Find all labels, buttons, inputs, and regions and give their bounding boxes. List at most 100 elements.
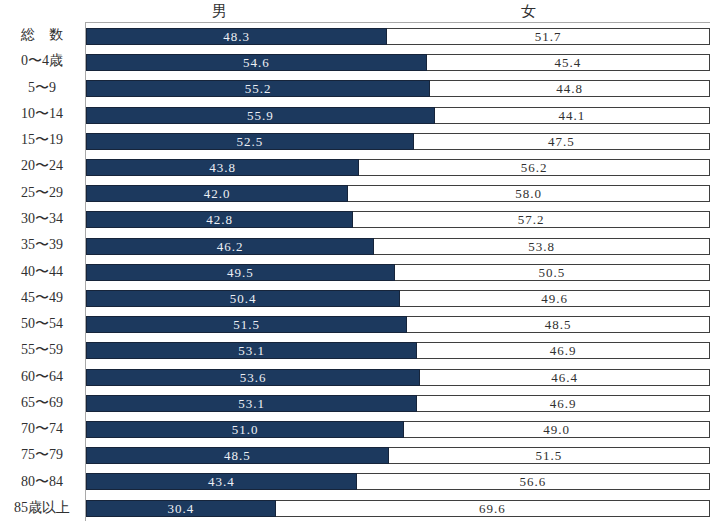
age-row: 54.6 45.4	[86, 49, 710, 75]
age-row: 50.4 49.6	[86, 285, 710, 311]
age-label: 75〜79	[0, 442, 84, 468]
age-label: 55〜59	[0, 337, 84, 363]
age-row: 48.351.7	[86, 23, 710, 49]
age-label-column: 総 数0〜4歳5〜910〜1415〜1920〜2425〜2930〜3435〜39…	[0, 22, 84, 521]
male-bar-segment: 42.8	[86, 211, 353, 228]
bar-track: 42.0 58.0	[86, 185, 710, 202]
female-bar-segment: 46.9	[417, 342, 710, 359]
age-label: 40〜44	[0, 258, 84, 284]
column-header-male: 男	[212, 2, 227, 20]
male-bar-segment: 51.5	[86, 316, 407, 333]
age-label: 60〜64	[0, 363, 84, 389]
male-bar-segment: 48.3	[86, 28, 387, 45]
male-value-label: 53.1	[238, 396, 265, 411]
male-bar-segment: 53.1	[86, 395, 417, 412]
age-label: 70〜74	[0, 416, 84, 442]
female-bar-segment: 44.8	[430, 80, 710, 97]
female-value-label: 46.9	[550, 396, 577, 411]
age-label: 30〜34	[0, 206, 84, 232]
male-bar-segment: 30.4	[86, 500, 276, 517]
male-value-label: 52.5	[236, 134, 263, 149]
age-label: 15〜19	[0, 127, 84, 153]
age-row: 53.6 46.4	[86, 364, 710, 390]
male-bar-segment: 54.6	[86, 54, 427, 71]
age-label: 80〜84	[0, 469, 84, 495]
female-value-label: 46.4	[551, 370, 578, 385]
male-bar-segment: 53.6	[86, 369, 420, 386]
bar-track: 52.5 47.5	[86, 133, 710, 150]
male-value-label: 42.0	[204, 186, 231, 201]
female-bar-segment: 49.6	[400, 290, 710, 307]
female-bar-segment: 51.7	[387, 28, 710, 45]
female-bar-segment: 48.5	[407, 316, 710, 333]
bar-track: 55.9 44.1	[86, 107, 710, 124]
age-row: 55.9 44.1	[86, 102, 710, 128]
bar-track: 49.550.5	[86, 264, 710, 281]
female-value-label: 44.8	[556, 81, 583, 96]
age-label: 45〜49	[0, 285, 84, 311]
female-bar-segment: 45.4	[427, 54, 710, 71]
age-label: 50〜54	[0, 311, 84, 337]
age-row: 53.1 46.9	[86, 337, 710, 363]
age-label: 85歳以上	[0, 495, 84, 521]
age-label: 10〜14	[0, 101, 84, 127]
female-value-label: 46.9	[550, 343, 577, 358]
male-bar-segment: 42.0	[86, 185, 348, 202]
female-bar-segment: 47.5	[414, 133, 710, 150]
female-value-label: 56.6	[520, 474, 547, 489]
male-bar-segment: 43.8	[86, 159, 359, 176]
male-value-label: 30.4	[167, 501, 194, 516]
female-bar-segment: 44.1	[435, 107, 710, 124]
male-value-label: 42.8	[206, 212, 233, 227]
male-bar-segment: 55.9	[86, 107, 435, 124]
male-value-label: 51.5	[233, 317, 260, 332]
male-value-label: 50.4	[230, 291, 257, 306]
female-value-label: 58.0	[515, 186, 542, 201]
male-value-label: 46.2	[217, 239, 244, 254]
age-row: 43.856.2	[86, 154, 710, 180]
male-bar-segment: 52.5	[86, 133, 414, 150]
bar-track: 42.8 57.2	[86, 211, 710, 228]
female-bar-segment: 58.0	[348, 185, 710, 202]
bar-track: 51.0 49.0	[86, 421, 710, 438]
plot-area: 48.351.7 54.6 45.4 55.2 44.8 55.9 44.1 52.5 47.5…	[85, 22, 710, 521]
age-label: 総 数	[0, 22, 84, 48]
male-bar-segment: 50.4	[86, 290, 400, 307]
male-value-label: 54.6	[243, 55, 270, 70]
male-bar-segment: 53.1	[86, 342, 417, 359]
female-bar-segment: 50.5	[395, 264, 710, 281]
bar-track: 46.253.8	[86, 238, 710, 255]
male-value-label: 53.6	[240, 370, 267, 385]
age-label: 25〜29	[0, 180, 84, 206]
female-value-label: 47.5	[548, 134, 575, 149]
female-value-label: 51.5	[535, 448, 562, 463]
male-value-label: 55.2	[245, 81, 272, 96]
bar-track: 54.6 45.4	[86, 54, 710, 71]
bar-track: 51.5 48.5	[86, 316, 710, 333]
age-row: 42.8 57.2	[86, 206, 710, 232]
bar-track: 53.1 46.9	[86, 342, 710, 359]
age-label: 0〜4歳	[0, 48, 84, 74]
female-value-label: 49.0	[543, 422, 570, 437]
female-bar-segment: 46.4	[420, 369, 710, 386]
bar-track: 43.4 56.6	[86, 473, 710, 490]
bar-track: 53.6 46.4	[86, 369, 710, 386]
male-value-label: 43.4	[208, 474, 235, 489]
male-value-label: 51.0	[232, 422, 259, 437]
bar-track: 30.4 69.6	[86, 500, 710, 517]
female-bar-segment: 56.2	[359, 159, 710, 176]
bar-track: 53.1 46.9	[86, 395, 710, 412]
column-header-female: 女	[521, 2, 536, 20]
age-label: 65〜69	[0, 390, 84, 416]
bar-track: 43.856.2	[86, 159, 710, 176]
male-value-label: 55.9	[247, 108, 274, 123]
age-row: 30.4 69.6	[86, 495, 710, 521]
age-label: 20〜24	[0, 153, 84, 179]
female-value-label: 50.5	[539, 265, 566, 280]
female-bar-segment: 57.2	[353, 211, 710, 228]
female-bar-segment: 51.5	[389, 447, 710, 464]
female-value-label: 57.2	[518, 212, 545, 227]
female-bar-segment: 56.6	[357, 473, 710, 490]
female-bar-segment: 69.6	[276, 500, 710, 517]
male-value-label: 53.1	[238, 343, 265, 358]
